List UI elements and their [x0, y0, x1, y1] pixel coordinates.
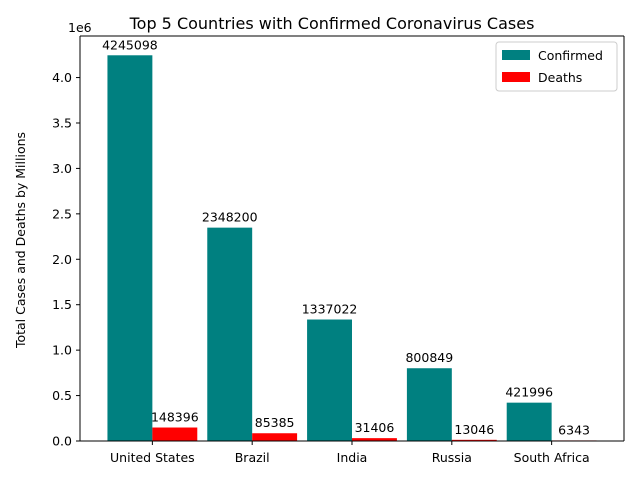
data-label-deaths-1: 85385 [255, 415, 295, 430]
bar-confirmed-3 [406, 368, 452, 441]
chart-title: Top 5 Countries with Confirmed Coronavir… [129, 14, 535, 33]
bar-deaths-1 [252, 433, 298, 441]
y-tick-label-4: 2.0 [52, 252, 72, 267]
y-tick-label-5: 2.5 [52, 206, 72, 221]
x-tick-label-0: United States [110, 450, 195, 465]
y-tick-label-7: 3.5 [52, 115, 72, 130]
data-label-confirmed-1: 2348200 [202, 210, 258, 225]
data-label-deaths-4: 6343 [558, 422, 590, 437]
y-tick-label-1: 0.5 [52, 388, 72, 403]
bar-confirmed-4 [506, 402, 552, 441]
data-labels-layer: 4245098 2348200 1337022 800849 421996 148396 8… [102, 37, 590, 437]
y-axis-label: Total Cases and Deaths by Millions [13, 132, 28, 349]
data-label-confirmed-4: 421996 [505, 385, 553, 400]
data-label-confirmed-2: 1337022 [302, 302, 358, 317]
legend-swatch-confirmed [502, 50, 530, 60]
legend-label-deaths: Deaths [538, 70, 582, 85]
y-tick-label-2: 1.0 [52, 343, 72, 358]
bar-deaths-3 [451, 439, 497, 441]
y-offset-text: 1e6 [68, 20, 92, 35]
x-tick-label-4: South Africa [514, 450, 590, 465]
data-label-deaths-2: 31406 [355, 420, 395, 435]
data-label-confirmed-0: 4245098 [102, 37, 158, 52]
bar-confirmed-2 [307, 319, 352, 441]
data-label-confirmed-3: 800849 [405, 350, 453, 365]
bar-confirmed-0 [107, 55, 153, 441]
data-label-deaths-0: 148396 [151, 410, 199, 425]
x-tick-label-3: Russia [432, 450, 472, 465]
y-tick-label-6: 3.0 [52, 161, 72, 176]
axes-layer: 0.0 0.5 1.0 1.5 2.0 2.5 3.0 3.5 4.0 United States… [52, 35, 625, 465]
y-tick-label-8: 4.0 [52, 70, 72, 85]
y-tick-label-0: 0.0 [52, 434, 72, 449]
x-tick-label-1: Brazil [235, 450, 270, 465]
data-label-deaths-3: 13046 [454, 422, 494, 437]
y-tick-label-3: 1.5 [52, 297, 72, 312]
bar-deaths-0 [152, 427, 198, 441]
legend: Confirmed Deaths [495, 41, 618, 92]
bar-confirmed-1 [207, 227, 253, 441]
x-tick-label-2: India [337, 450, 368, 465]
legend-swatch-deaths [502, 72, 530, 82]
legend-label-confirmed: Confirmed [538, 48, 603, 63]
bar-deaths-2 [352, 438, 397, 441]
bars-layer [107, 55, 597, 441]
